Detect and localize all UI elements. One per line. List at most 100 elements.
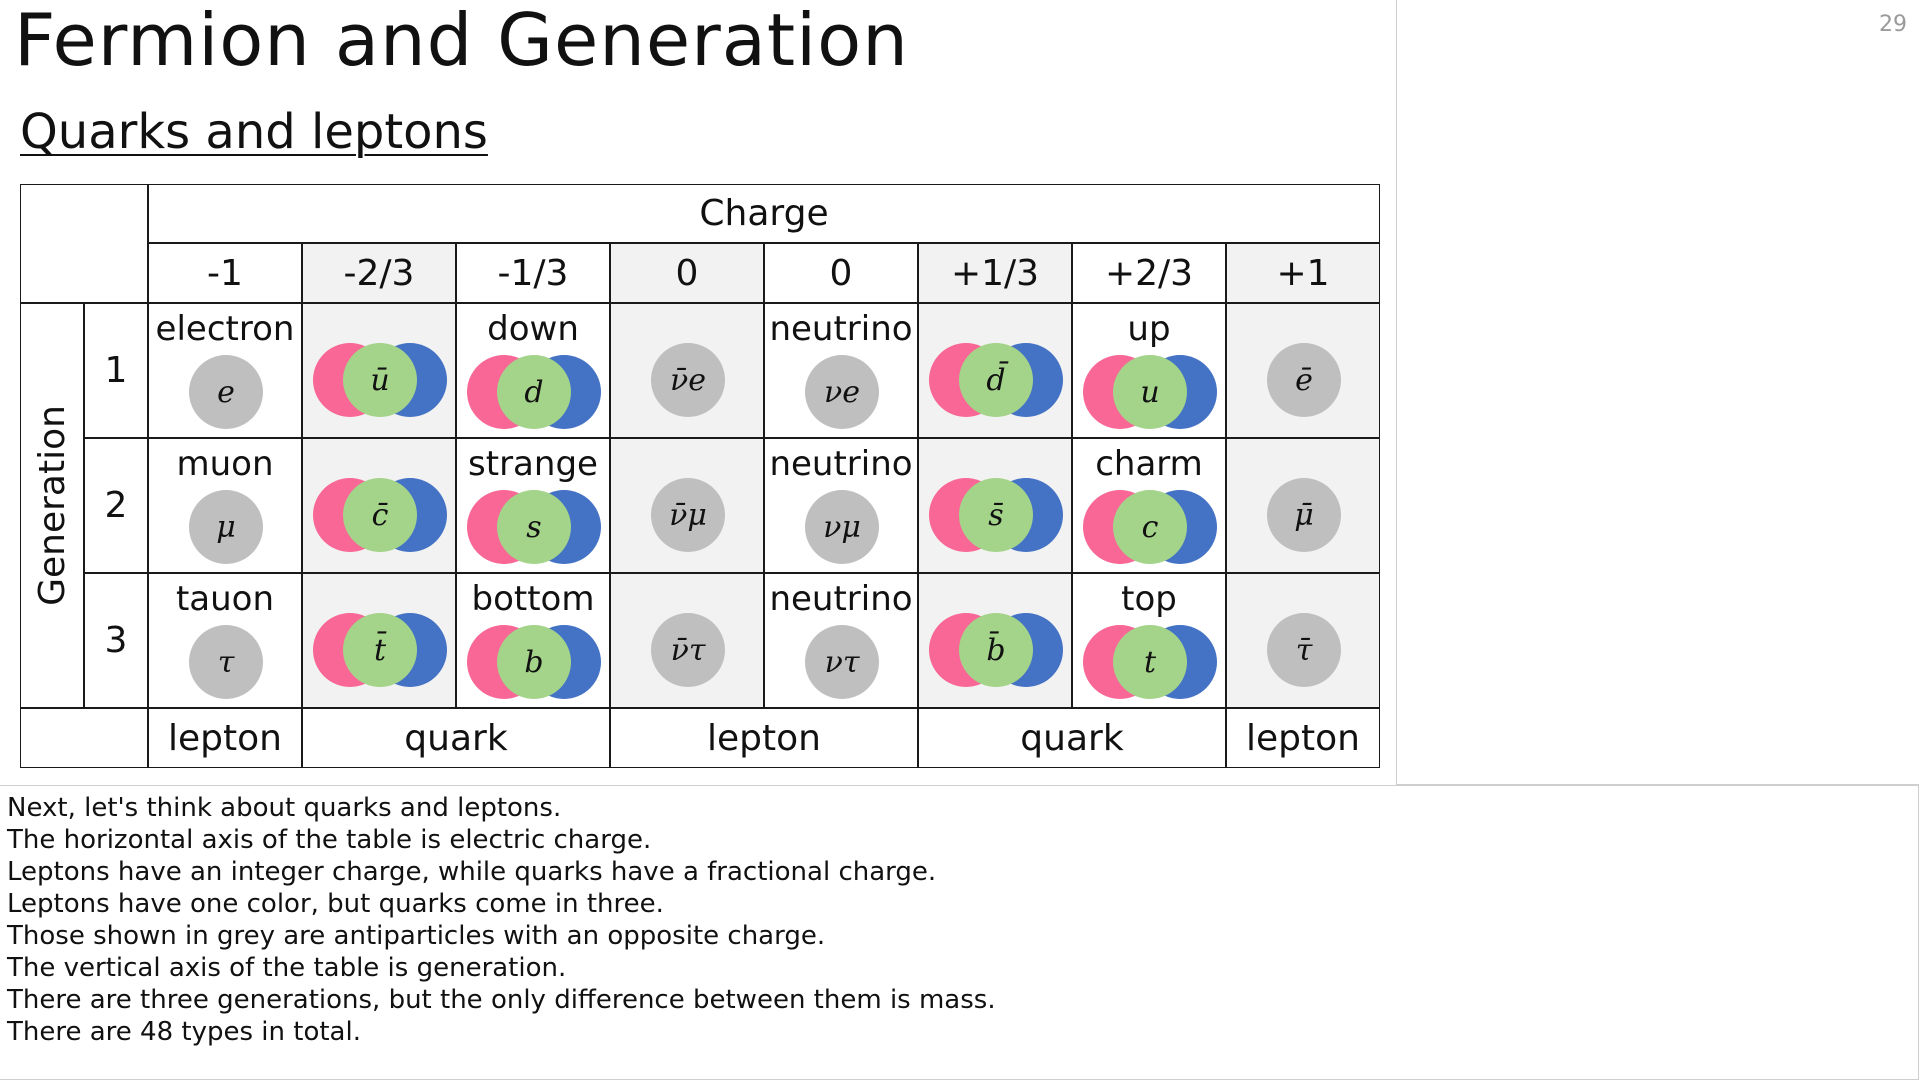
particle-name: up bbox=[1127, 309, 1171, 349]
particle-name: neutrino bbox=[769, 309, 913, 349]
particle-name: tauon bbox=[175, 579, 275, 619]
notes-line: There are 48 types in total. bbox=[7, 1017, 361, 1047]
slide-number: 29 bbox=[1879, 12, 1907, 37]
particle-name: charm bbox=[1095, 444, 1203, 484]
generation-number: 3 bbox=[84, 573, 148, 708]
particle-cell: ē bbox=[1226, 303, 1380, 438]
lepton-ball bbox=[1267, 343, 1341, 417]
lepton-ball bbox=[189, 490, 263, 564]
particle-symbol: u bbox=[1140, 374, 1160, 410]
generation-number: 2 bbox=[84, 438, 148, 573]
green-color-charge bbox=[1113, 355, 1187, 429]
particle-cell: charm c bbox=[1072, 438, 1226, 573]
green-color-charge bbox=[497, 490, 571, 564]
charge-value: -1 bbox=[148, 243, 302, 303]
speaker-notes[interactable]: Next, let's think about quarks and lepto… bbox=[0, 785, 1919, 1080]
particle-symbol: μ̄ bbox=[1294, 497, 1314, 533]
particle-symbol: ντ bbox=[824, 644, 860, 680]
particle-symbol: ν̄μ bbox=[669, 497, 707, 533]
particle-cell: s̄ bbox=[918, 438, 1072, 573]
particle-cell: neutrino νμ bbox=[764, 438, 918, 573]
fermion-table: Charge -1 -2/3 -1/3 0 0 +1/3 +2/3 +1 Generation 1 e… bbox=[20, 184, 1380, 768]
particle-cell: τ̄ bbox=[1226, 573, 1380, 708]
particle-symbol: νe bbox=[824, 374, 860, 410]
particle-cell: ū bbox=[302, 303, 456, 438]
lepton-ball bbox=[189, 625, 263, 699]
lepton-ball bbox=[805, 625, 879, 699]
particle-cell: top t bbox=[1072, 573, 1226, 708]
particle-symbol: μ bbox=[216, 509, 236, 545]
charge-value: 0 bbox=[764, 243, 918, 303]
lepton-ball bbox=[189, 355, 263, 429]
green-color-charge bbox=[1113, 625, 1187, 699]
charge-value: -2/3 bbox=[302, 243, 456, 303]
green-color-charge bbox=[497, 355, 571, 429]
particle-symbol: νμ bbox=[823, 509, 861, 545]
particle-cell: neutrino ντ bbox=[764, 573, 918, 708]
charge-value: -1/3 bbox=[456, 243, 610, 303]
particle-cell: up u bbox=[1072, 303, 1226, 438]
particle-cell: c̄ bbox=[302, 438, 456, 573]
category-label: quark bbox=[302, 708, 610, 768]
particle-name: neutrino bbox=[769, 579, 913, 619]
particle-cell: neutrino νe bbox=[764, 303, 918, 438]
lepton-ball bbox=[651, 478, 725, 552]
particle-cell: ν̄τ bbox=[610, 573, 764, 708]
lepton-ball bbox=[805, 355, 879, 429]
particle-symbol: t bbox=[1143, 644, 1157, 680]
particle-symbol: τ bbox=[217, 644, 235, 680]
green-color-charge bbox=[343, 343, 417, 417]
lepton-ball bbox=[1267, 613, 1341, 687]
particle-cell: muon μ bbox=[148, 438, 302, 573]
charge-header: Charge bbox=[148, 184, 1380, 243]
slide-subtitle: Quarks and leptons bbox=[20, 104, 488, 160]
particle-symbol: b̄ bbox=[986, 632, 1006, 668]
notes-line: The horizontal axis of the table is elec… bbox=[7, 825, 652, 855]
particle-cell: ν̄μ bbox=[610, 438, 764, 573]
particle-symbol: d̄ bbox=[986, 362, 1006, 398]
particle-symbol: ū bbox=[370, 362, 390, 398]
particle-cell: t̄ bbox=[302, 573, 456, 708]
particle-symbol: e bbox=[217, 374, 235, 410]
particle-cell: b̄ bbox=[918, 573, 1072, 708]
notes-line: There are three generations, but the onl… bbox=[7, 985, 996, 1015]
particle-name: top bbox=[1121, 579, 1177, 619]
generation-axis-label: Generation bbox=[20, 303, 84, 708]
category-label: lepton bbox=[148, 708, 302, 768]
green-color-charge bbox=[959, 343, 1033, 417]
particle-cell: down d bbox=[456, 303, 610, 438]
particle-symbol: t̄ bbox=[373, 632, 387, 668]
green-color-charge bbox=[959, 478, 1033, 552]
category-label: lepton bbox=[1226, 708, 1380, 768]
particle-symbol: c bbox=[1141, 509, 1159, 545]
charge-value: 0 bbox=[610, 243, 764, 303]
green-color-charge bbox=[343, 613, 417, 687]
lepton-ball bbox=[651, 613, 725, 687]
category-label: quark bbox=[918, 708, 1226, 768]
notes-line: Leptons have one color, but quarks come … bbox=[7, 889, 664, 919]
green-color-charge bbox=[497, 625, 571, 699]
notes-line: Leptons have an integer charge, while qu… bbox=[7, 857, 937, 887]
particle-symbol: ν̄e bbox=[670, 362, 706, 398]
particle-symbol: c̄ bbox=[371, 497, 389, 533]
particle-name: electron bbox=[155, 309, 295, 349]
table-corner bbox=[20, 184, 148, 303]
particle-symbol: b bbox=[524, 644, 544, 680]
charge-value: +2/3 bbox=[1072, 243, 1226, 303]
particle-name: bottom bbox=[471, 579, 595, 619]
generation-label-text: Generation bbox=[31, 405, 73, 606]
particle-symbol: τ̄ bbox=[1295, 632, 1313, 668]
particle-cell: d̄ bbox=[918, 303, 1072, 438]
generation-number: 1 bbox=[84, 303, 148, 438]
particle-symbol: ē bbox=[1295, 362, 1313, 398]
category-label: lepton bbox=[610, 708, 918, 768]
particle-name: down bbox=[487, 309, 579, 349]
charge-value: +1 bbox=[1226, 243, 1380, 303]
green-color-charge bbox=[1113, 490, 1187, 564]
slide-canvas: Fermion and Generation Quarks and lepton… bbox=[14, 0, 1380, 768]
footer-blank bbox=[20, 708, 148, 768]
lepton-ball bbox=[651, 343, 725, 417]
charge-value: +1/3 bbox=[918, 243, 1072, 303]
particle-cell: strange s bbox=[456, 438, 610, 573]
particle-symbol: ν̄τ bbox=[670, 632, 706, 668]
